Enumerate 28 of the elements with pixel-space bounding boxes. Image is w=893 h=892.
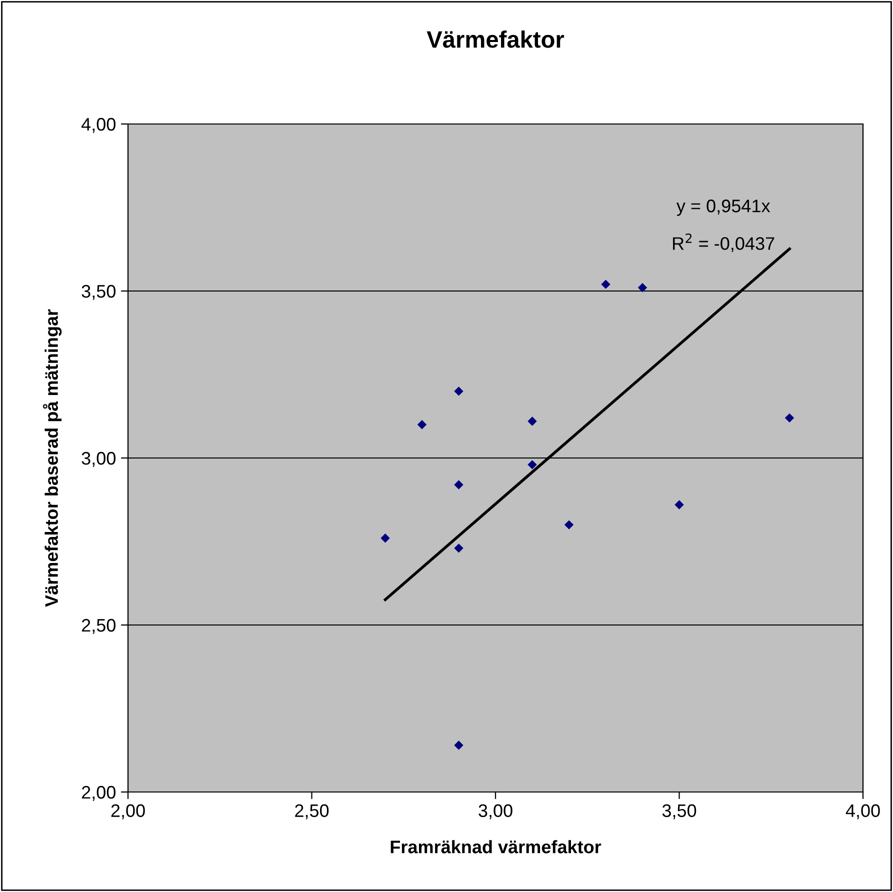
x-axis-title: Framräknad värmefaktor (390, 840, 602, 854)
y-tick-label: 3,50 (82, 284, 116, 300)
point (417, 420, 427, 430)
point (638, 283, 648, 292)
point (601, 280, 610, 289)
y-tick-label: 4,00 (81, 118, 116, 133)
y-tick-label: 3,00 (82, 452, 116, 467)
point (674, 500, 684, 510)
point (784, 413, 794, 423)
y-axis-title: Värmefaktor baserad på mätningar (42, 309, 62, 607)
x-tick-label: 3,00 (478, 804, 512, 820)
point (564, 520, 574, 530)
chart-title: Värmefaktor (426, 30, 564, 48)
x-tick-label: 3,50 (662, 804, 696, 820)
annotation: R$^{2}$ = -0,0437 (673, 233, 774, 252)
point (454, 740, 464, 750)
point (380, 534, 390, 543)
point (528, 460, 537, 470)
x-tick-label: 4,00 (846, 804, 880, 820)
point (454, 480, 464, 490)
x-tick-label: 2,00 (111, 804, 145, 820)
annotation: y = 0,9541x (676, 200, 770, 216)
y-tick-label: 2,50 (82, 618, 116, 634)
point (454, 386, 464, 396)
point (454, 544, 464, 553)
x-tick-label: 2,50 (295, 804, 329, 820)
point (528, 416, 537, 426)
y-tick-label: 2,00 (82, 786, 116, 801)
